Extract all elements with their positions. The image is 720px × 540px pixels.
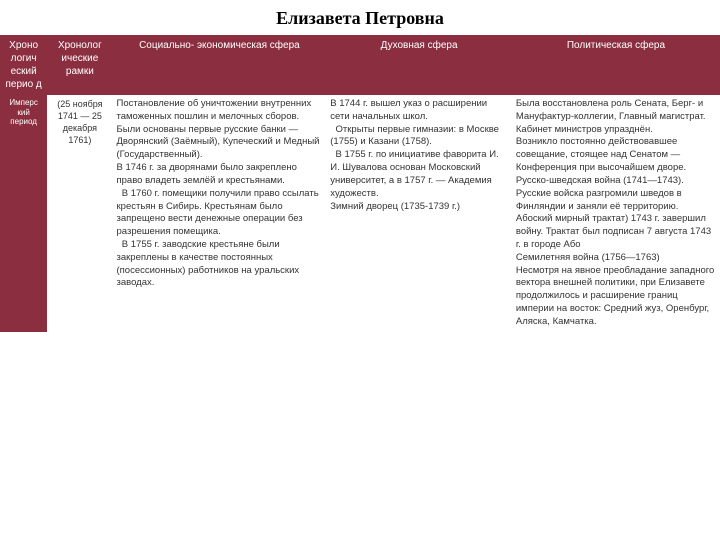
header-socio: Социально- экономическая сфера xyxy=(113,35,327,95)
header-spirit: Духовная сфера xyxy=(326,35,512,95)
cell-dates: (25 ноября 1741 — 25 декабря 1761) xyxy=(47,95,112,332)
cell-period: Имперс кий период xyxy=(0,95,47,332)
page-title: Елизавета Петровна xyxy=(0,0,720,35)
header-row: Хроно логич еский перио д Хронолог ическ… xyxy=(0,35,720,95)
header-polit: Политическая сфера xyxy=(512,35,720,95)
cell-spirit: В 1744 г. вышел указ о расширении сети н… xyxy=(326,95,512,332)
history-table: Хроно логич еский перио д Хронолог ическ… xyxy=(0,35,720,332)
cell-polit: Была восстановлена роль Сената, Берг- и … xyxy=(512,95,720,332)
header-dates: Хронолог ические рамки xyxy=(47,35,112,95)
cell-socio: Постановление об уничтожении внутренних … xyxy=(113,95,327,332)
table-row: Имперс кий период (25 ноября 1741 — 25 д… xyxy=(0,95,720,332)
header-period: Хроно логич еский перио д xyxy=(0,35,47,95)
